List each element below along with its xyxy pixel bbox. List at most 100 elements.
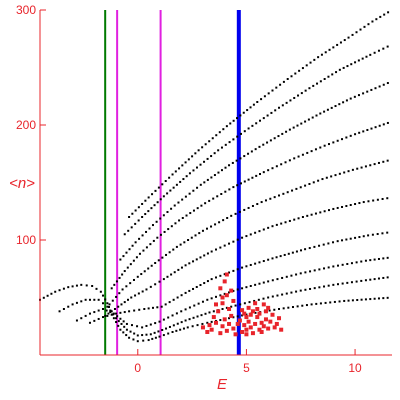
curve-1-point (104, 298, 107, 301)
highlight-point (257, 327, 262, 332)
curve-7-point (159, 233, 162, 236)
curve-4-point (386, 231, 389, 234)
curve-3-point (141, 326, 144, 329)
curve-4-point (143, 308, 146, 310)
curve-9-point (382, 47, 385, 50)
curve-1-point (364, 298, 367, 301)
curve-6-point (136, 275, 139, 278)
curve-4-point (279, 255, 282, 258)
curve-2-point (243, 302, 246, 305)
curve-10-point (359, 28, 362, 31)
y-tick-label: 300 (16, 3, 36, 17)
curve-6-point (129, 282, 132, 285)
curve-10-point (343, 39, 346, 42)
curve-6-point (165, 253, 168, 256)
curve-5-point (107, 312, 110, 315)
curve-2-point (290, 291, 293, 294)
curve-10-point (263, 95, 266, 98)
highlight-point (277, 316, 282, 321)
curve-2-point (67, 305, 70, 308)
curve-2-point (346, 281, 349, 284)
curve-10-point (379, 15, 382, 18)
curve-8-point (184, 195, 187, 198)
curve-6-point (317, 179, 320, 182)
curve-7-point (382, 123, 385, 126)
curve-5-point (345, 204, 348, 207)
curve-2-point (188, 318, 191, 321)
highlight-point (214, 302, 218, 307)
curve-7-point (267, 169, 270, 172)
curve-9-point (331, 73, 334, 76)
curve-2-point (262, 297, 265, 300)
highlight-point (218, 286, 223, 291)
curve-9-point (239, 132, 242, 135)
curve-7-point (135, 256, 138, 259)
curve-7-point (284, 161, 287, 164)
curve-5-point (293, 218, 296, 221)
curve-1-point (50, 292, 53, 295)
curve-2-point (230, 305, 233, 308)
curve-10-point (197, 149, 200, 152)
curve-5-point (245, 235, 248, 238)
curve-9-point (281, 104, 284, 107)
curve-6-point (214, 223, 217, 226)
curve-8-point (231, 161, 234, 164)
curve-5-point (170, 273, 173, 276)
highlight-point (263, 317, 268, 322)
curve-9-point (199, 163, 202, 166)
curve-10-point (137, 206, 140, 209)
curve-7-point (345, 136, 348, 139)
curve-9-point (312, 84, 315, 87)
curve-7-point (306, 151, 309, 154)
curve-3-point (116, 315, 119, 318)
curve-6-point (143, 270, 146, 273)
curve-1-point (99, 290, 102, 293)
curve-7-point (310, 150, 313, 153)
curve-1-point (106, 302, 109, 305)
curve-8-point (382, 83, 385, 86)
curve-2-point (84, 298, 87, 301)
curve-1-point (315, 302, 318, 305)
curve-8-point (155, 220, 158, 223)
curve-7-point (224, 190, 227, 193)
curve-8-point (217, 171, 220, 174)
curve-8-point (122, 255, 125, 258)
curve-5-point (275, 223, 278, 226)
curve-1-point (343, 299, 346, 302)
curve-2-point (106, 305, 109, 308)
curve-6-point (205, 227, 208, 230)
curve-10-point (313, 58, 316, 61)
curve-7-point (327, 143, 330, 146)
curve-5-point (188, 262, 191, 265)
curve-6-point (338, 172, 341, 175)
curve-9-point (316, 82, 319, 85)
curve-5-point (177, 268, 180, 271)
curve-8-point (151, 224, 154, 227)
highlight-point (242, 323, 247, 328)
curve-7-point (275, 165, 278, 168)
x-tick-label: 0 (134, 361, 141, 375)
curve-1-point (171, 331, 174, 333)
curve-4-point (241, 266, 244, 269)
curve-6-point (150, 264, 153, 267)
curve-8-point (145, 230, 148, 233)
curve-1-point (333, 300, 336, 303)
curve-4-point (371, 233, 374, 236)
curve-3-point (236, 288, 239, 291)
curve-7-point (386, 121, 389, 124)
curve-10-point (275, 86, 278, 89)
curve-8-point (277, 135, 280, 138)
curve-5-point (127, 298, 129, 301)
curve-3-point (382, 257, 385, 260)
curve-2-point (120, 322, 123, 325)
curve-3-point (341, 263, 344, 266)
curve-1-point (147, 339, 150, 342)
curve-9-point (232, 138, 235, 141)
curve-8-point (366, 90, 369, 93)
curve-6-point (187, 239, 190, 241)
curve-9-point (350, 63, 353, 66)
curve-6-point (369, 164, 372, 167)
curve-1-point (119, 328, 122, 331)
curve-9-point (300, 92, 303, 95)
highlight-point (266, 326, 271, 331)
